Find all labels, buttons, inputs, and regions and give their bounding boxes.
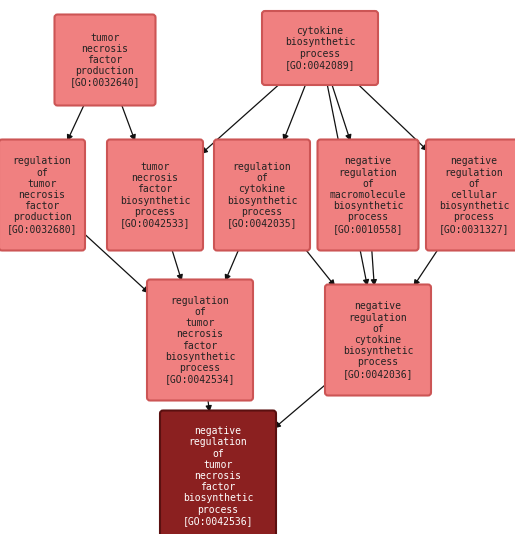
FancyBboxPatch shape bbox=[262, 11, 378, 85]
FancyBboxPatch shape bbox=[55, 14, 156, 106]
FancyBboxPatch shape bbox=[426, 139, 515, 250]
FancyBboxPatch shape bbox=[107, 139, 203, 250]
FancyBboxPatch shape bbox=[147, 279, 253, 400]
Text: negative
regulation
of
cellular
biosynthetic
process
[GO:0031327]: negative regulation of cellular biosynth… bbox=[439, 156, 509, 233]
Text: negative
regulation
of
macromolecule
biosynthetic
process
[GO:0010558]: negative regulation of macromolecule bio… bbox=[330, 156, 406, 233]
Text: negative
regulation
of
cytokine
biosynthetic
process
[GO:0042036]: negative regulation of cytokine biosynth… bbox=[343, 301, 413, 379]
Text: tumor
necrosis
factor
production
[GO:0032640]: tumor necrosis factor production [GO:003… bbox=[70, 33, 140, 88]
Text: negative
regulation
of
tumor
necrosis
factor
biosynthetic
process
[GO:0042536]: negative regulation of tumor necrosis fa… bbox=[183, 426, 253, 526]
FancyBboxPatch shape bbox=[325, 285, 431, 396]
Text: tumor
necrosis
factor
biosynthetic
process
[GO:0042533]: tumor necrosis factor biosynthetic proce… bbox=[120, 162, 190, 228]
FancyBboxPatch shape bbox=[0, 139, 85, 250]
FancyBboxPatch shape bbox=[214, 139, 310, 250]
FancyBboxPatch shape bbox=[160, 411, 276, 534]
FancyBboxPatch shape bbox=[318, 139, 419, 250]
Text: regulation
of
tumor
necrosis
factor
biosynthetic
process
[GO:0042534]: regulation of tumor necrosis factor bios… bbox=[165, 296, 235, 384]
Text: cytokine
biosynthetic
process
[GO:0042089]: cytokine biosynthetic process [GO:004208… bbox=[285, 26, 355, 70]
Text: regulation
of
cytokine
biosynthetic
process
[GO:0042035]: regulation of cytokine biosynthetic proc… bbox=[227, 162, 297, 228]
Text: regulation
of
tumor
necrosis
factor
production
[GO:0032680]: regulation of tumor necrosis factor prod… bbox=[7, 156, 77, 233]
